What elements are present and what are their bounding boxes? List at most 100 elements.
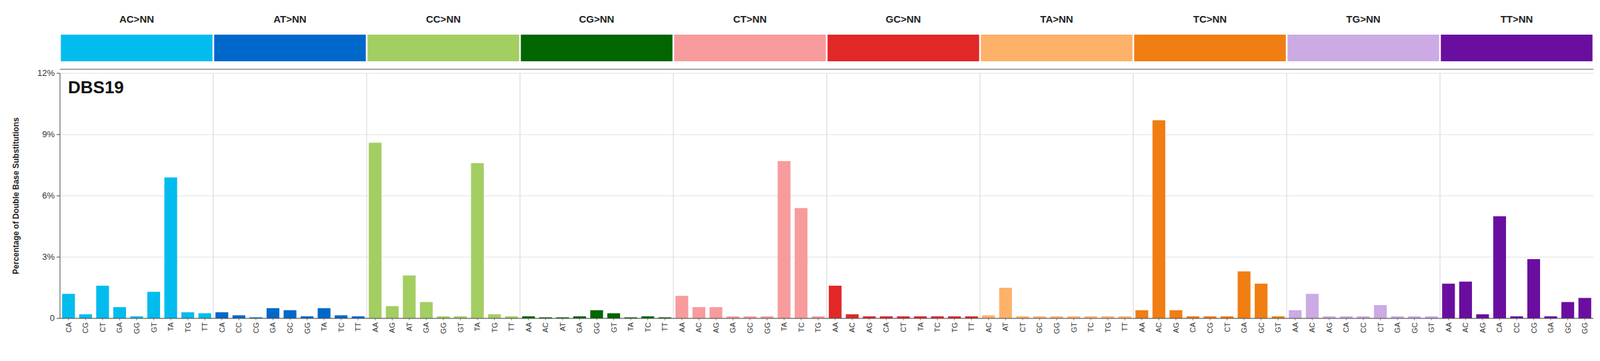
x-tick-label: GG — [763, 322, 772, 334]
group-separator — [213, 73, 214, 319]
bar — [828, 286, 842, 319]
group-separator — [826, 73, 828, 319]
bar — [471, 163, 484, 319]
y-tick — [56, 134, 60, 136]
x-tick-label: GT — [456, 322, 465, 334]
x-tick-label: GA — [115, 322, 124, 334]
x-tick-label: CC — [1512, 322, 1521, 334]
y-tick-label: 3% — [42, 252, 55, 262]
group-strip — [1287, 34, 1439, 62]
x-tick-label: GA — [1546, 322, 1555, 334]
x-tick-label: GC — [1564, 322, 1572, 334]
bar — [402, 276, 416, 319]
x-tick-label: GA — [1240, 322, 1248, 334]
x-tick-label: GT — [1427, 322, 1436, 334]
bar — [368, 142, 382, 319]
x-tick-label: GA — [575, 322, 584, 334]
group-label: CG>NN — [579, 13, 615, 25]
group-strip — [674, 34, 826, 62]
group-separator — [1286, 73, 1288, 319]
bar — [1561, 302, 1574, 319]
x-tick-label: AG — [1325, 322, 1334, 334]
x-tick-label: GT — [1070, 322, 1078, 334]
x-tick-label: CA — [1188, 322, 1197, 333]
x-tick-label: GT — [610, 322, 618, 334]
bar — [1306, 294, 1319, 319]
x-tick-label: GA — [422, 322, 430, 334]
bar — [334, 315, 348, 319]
x-tick-label: GG — [439, 322, 448, 334]
bar — [607, 313, 620, 319]
x-tick-label: AG — [865, 322, 874, 334]
bar — [778, 161, 791, 319]
bar — [1374, 305, 1387, 319]
bar — [794, 208, 808, 319]
x-tick-label: AA — [1138, 322, 1146, 332]
group-label: TA>NN — [1040, 13, 1073, 25]
x-tick-label: CG — [1206, 322, 1214, 334]
x-tick-label: GC — [1410, 322, 1419, 334]
x-tick-label: AA — [678, 322, 686, 332]
x-tick-label: TG — [490, 322, 499, 333]
x-tick-label: TA — [473, 322, 482, 332]
bar — [181, 312, 194, 319]
x-tick-label: TG — [184, 322, 192, 333]
x-tick-label: TT — [660, 322, 669, 332]
bar — [692, 307, 706, 319]
x-tick-label: TA — [626, 322, 635, 332]
bar — [420, 302, 433, 319]
x-tick-label: TC — [337, 322, 346, 333]
x-tick-label: TT — [1120, 322, 1129, 332]
group-label: CT>NN — [733, 13, 767, 25]
x-tick-label: CA — [1495, 322, 1504, 333]
grid-line — [60, 318, 1594, 320]
group-strip — [827, 34, 979, 62]
x-tick-label: AG — [1478, 322, 1487, 334]
group-label: GC>NN — [886, 13, 922, 25]
group-strip — [1134, 34, 1286, 62]
x-tick-label: AC — [1154, 322, 1163, 333]
group-strip — [367, 34, 519, 62]
group-strip — [1440, 34, 1592, 62]
x-tick-label: CA — [882, 322, 890, 333]
title: DBS19 — [68, 77, 124, 98]
x-tick-label: AA — [371, 322, 380, 332]
x-tick-label: AG — [712, 322, 720, 334]
bar — [283, 310, 296, 319]
x-tick-label: AC — [984, 322, 993, 333]
bar — [1459, 282, 1472, 319]
x-tick-label: CT — [899, 322, 908, 333]
bar — [1442, 284, 1455, 319]
x-tick-label: TC — [797, 322, 806, 333]
bar — [999, 288, 1012, 319]
y-tick-label: 0 — [50, 313, 55, 324]
x-tick-label: TT — [200, 322, 209, 332]
group-separator — [520, 73, 521, 319]
x-tick-label: TA — [780, 322, 788, 332]
bar — [675, 296, 688, 319]
x-tick-label: AC — [1308, 322, 1316, 333]
bar — [113, 307, 126, 319]
bar — [96, 286, 109, 319]
x-tick-label: CA — [64, 322, 73, 333]
x-tick-label: GA — [1393, 322, 1402, 334]
y-tick — [56, 257, 60, 258]
y-tick — [56, 73, 60, 74]
x-tick-label: TG — [950, 322, 959, 333]
x-tick-label: CT — [1376, 322, 1385, 333]
x-tick-label: GG — [303, 322, 312, 334]
y-axis — [60, 73, 61, 319]
x-tick-label: TT — [354, 322, 362, 332]
x-tick-label: CT — [1018, 322, 1027, 333]
x-tick-label: TA — [320, 322, 328, 332]
group-label: AC>NN — [119, 13, 154, 25]
bar — [318, 308, 331, 319]
x-tick-label: GG — [1052, 322, 1061, 334]
group-separator — [1133, 73, 1134, 319]
bar — [590, 310, 603, 319]
x-tick-label: AA — [524, 322, 533, 332]
y-tick — [56, 196, 60, 197]
x-tick-label: GT — [150, 322, 158, 334]
bar — [1254, 284, 1268, 319]
group-label: TC>NN — [1193, 13, 1227, 25]
